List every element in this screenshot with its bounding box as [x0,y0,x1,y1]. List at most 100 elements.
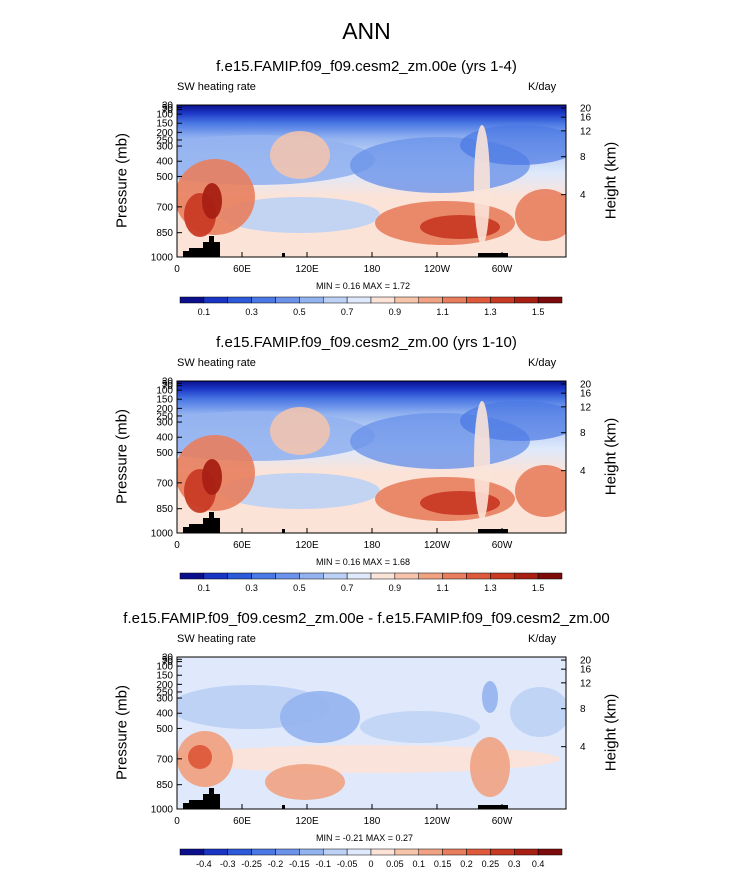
colorbar-box [418,296,443,304]
y-tick-label: 30 [162,101,174,112]
main-title: ANN [342,18,391,44]
colorbar-box [346,848,372,856]
y-tick-label: 150 [156,671,173,682]
x-tick-label: 180 [364,264,381,275]
field-blob [265,764,345,800]
x-tick-label: 120W [424,264,451,275]
y-tick-label: 30 [162,653,174,664]
colorbar-box [442,296,467,304]
y-tick-label: 30 [162,377,174,388]
y-tick-label: 500 [156,448,173,459]
colorbar-label: 0.15 [434,859,452,869]
topography-mask [282,253,285,257]
colorbar-box [370,572,396,580]
panel-3-heatmap: 0 60E 120E 180 120W 60W3050701001502002503004… [151,653,592,870]
colorbar-label: 1.5 [532,307,545,317]
field-blob [515,465,566,517]
colorbar-label: 0.1 [198,583,211,593]
y-right-tick-label: 8 [580,704,586,715]
colorbar-box [442,572,467,580]
x-tick-label: 60W [492,264,513,275]
colorbar-label: 0.5 [293,583,306,593]
colorbar-box [275,572,300,580]
x-tick-label: 0 [174,816,180,827]
colorbar-box [323,572,348,580]
colorbar-box [490,296,515,304]
colorbar-box [514,848,539,856]
panel-1-title: f.e15.FAMIP.f09_f09.cesm2_zm.00e (yrs 1-… [216,58,517,75]
y-tick-label: 150 [156,395,173,406]
colorbar-box [275,848,300,856]
y-tick-label: 50 [162,103,174,114]
y-right-tick-label: 12 [580,678,592,689]
colorbar-label: 0.1 [412,859,425,869]
colorbar-box [394,572,419,580]
colorbar-label: -0.25 [241,859,262,869]
field-blob [474,401,490,521]
x-tick-label: 180 [364,540,381,551]
colorbar-label: 0.1 [198,307,211,317]
y-right-tick-label: 20 [580,656,592,667]
y-tick-label: 200 [156,404,173,415]
y-tick-label: 300 [156,142,173,153]
colorbar-box [394,848,419,856]
colorbar-box [179,572,205,580]
colorbar-label: -0.05 [337,859,358,869]
colorbar-box [394,296,419,304]
colorbar-label: 0.7 [341,307,354,317]
y-right-tick-label: 20 [580,380,592,391]
colorbar-label: 0.05 [386,859,404,869]
colorbar-box [251,296,276,304]
y-tick-label: 1000 [151,529,174,540]
field-blob [188,745,212,769]
panel-3-units-label: K/day [528,633,557,645]
colorbar-box [299,296,324,304]
y-tick-label: 700 [156,478,173,489]
colorbar-label: 0.25 [482,859,500,869]
colorbar-label: -0.3 [220,859,236,869]
colorbar-box [323,296,348,304]
y-right-tick-label: 12 [580,402,592,413]
y-right-tick-label: 16 [580,113,592,124]
x-tick-label: 60E [233,264,251,275]
colorbar-box [490,848,515,856]
colorbar-box [179,296,205,304]
topography-mask [478,253,508,257]
x-tick-label: 0 [174,264,180,275]
y-tick-label: 400 [156,433,173,444]
topography-mask [183,236,220,257]
y-tick-label: 50 [162,379,174,390]
panel-2-ylabel: Pressure (mb) [113,408,131,505]
x-tick-label: 60W [492,816,513,827]
field-blob [220,197,380,233]
x-tick-label: 60E [233,540,251,551]
colorbar-box [203,848,228,856]
panel-1-units-label: K/day [528,81,557,93]
panel-3-field [177,657,566,809]
colorbar-box [275,296,300,304]
colorbar-box [251,572,276,580]
y-tick-label: 100 [156,110,173,121]
panel-3-variable-label: SW heating rate [177,633,256,645]
field-blob [510,687,566,737]
topography-mask [478,805,508,809]
colorbar-box [299,572,324,580]
colorbar-box [418,848,443,856]
colorbar-label: 0.9 [389,583,402,593]
x-tick-label: 0 [174,540,180,551]
y-tick-label: 500 [156,724,173,735]
colorbar-box [466,572,491,580]
colorbar-box [370,848,396,856]
colorbar-label: 0.5 [293,307,306,317]
x-tick-label: 120E [295,264,319,275]
colorbar-box [537,848,563,856]
y-right-tick-label: 8 [580,152,586,163]
colorbar-label: 0 [368,859,373,869]
y-tick-label: 70 [162,105,174,116]
y-tick-label: 70 [162,381,174,392]
colorbar-box [346,572,372,580]
y-tick-label: 850 [156,780,173,791]
colorbar-label: 0.4 [532,859,545,869]
colorbar-label: -0.2 [268,859,284,869]
